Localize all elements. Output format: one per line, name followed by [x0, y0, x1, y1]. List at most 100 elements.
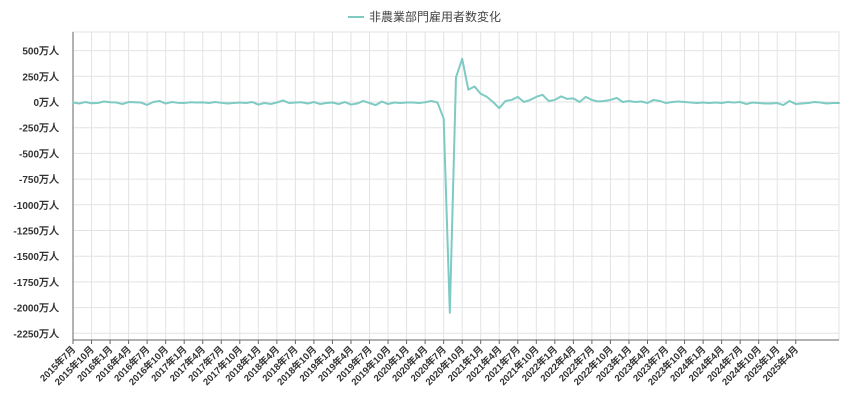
data-point[interactable] — [645, 101, 649, 105]
data-point[interactable] — [213, 100, 217, 104]
data-point[interactable] — [268, 102, 272, 106]
data-point[interactable] — [596, 99, 600, 103]
data-point[interactable] — [460, 57, 464, 61]
data-point[interactable] — [775, 101, 779, 105]
data-point[interactable] — [126, 100, 130, 104]
data-point[interactable] — [769, 101, 773, 105]
data-point[interactable] — [77, 101, 81, 105]
data-point[interactable] — [794, 102, 798, 106]
data-point[interactable] — [163, 101, 167, 105]
data-point[interactable] — [503, 99, 507, 103]
data-point[interactable] — [571, 96, 575, 100]
data-point[interactable] — [367, 101, 371, 105]
data-point[interactable] — [614, 96, 618, 100]
data-point[interactable] — [485, 95, 489, 99]
data-point[interactable] — [509, 98, 513, 102]
data-point[interactable] — [664, 101, 668, 105]
data-point[interactable] — [621, 100, 625, 104]
data-point[interactable] — [244, 101, 248, 105]
data-point[interactable] — [318, 102, 322, 106]
data-point[interactable] — [676, 99, 680, 103]
data-point[interactable] — [497, 106, 501, 110]
data-point[interactable] — [719, 101, 723, 105]
data-point[interactable] — [695, 101, 699, 105]
data-point[interactable] — [102, 99, 106, 103]
data-point[interactable] — [417, 101, 421, 105]
data-point[interactable] — [429, 99, 433, 103]
data-point[interactable] — [157, 99, 161, 103]
data-point[interactable] — [151, 100, 155, 104]
data-point[interactable] — [651, 98, 655, 102]
data-point[interactable] — [756, 101, 760, 105]
data-point[interactable] — [201, 100, 205, 104]
data-point[interactable] — [392, 100, 396, 104]
data-point[interactable] — [689, 100, 693, 104]
data-point[interactable] — [824, 101, 828, 105]
data-point[interactable] — [275, 100, 279, 104]
data-point[interactable] — [398, 101, 402, 105]
data-point[interactable] — [670, 100, 674, 104]
data-point[interactable] — [312, 100, 316, 104]
data-point[interactable] — [441, 116, 445, 120]
data-point[interactable] — [262, 101, 266, 105]
data-point[interactable] — [540, 93, 544, 97]
data-point[interactable] — [726, 100, 730, 104]
data-point[interactable] — [361, 99, 365, 103]
legend[interactable]: 非農業部門雇用者数変化 — [348, 9, 501, 24]
series-line-nonfarm-payrolls[interactable] — [72, 57, 840, 314]
data-point[interactable] — [219, 101, 223, 105]
data-point[interactable] — [349, 102, 353, 106]
data-point[interactable] — [336, 102, 340, 106]
data-point[interactable] — [188, 100, 192, 104]
data-point[interactable] — [732, 100, 736, 104]
data-point[interactable] — [373, 103, 377, 107]
data-point[interactable] — [608, 98, 612, 102]
data-point[interactable] — [713, 100, 717, 104]
data-point[interactable] — [658, 99, 662, 103]
data-point[interactable] — [194, 100, 198, 104]
data-point[interactable] — [466, 87, 470, 91]
data-point[interactable] — [71, 100, 75, 104]
data-point[interactable] — [781, 103, 785, 107]
data-point[interactable] — [324, 101, 328, 105]
data-point[interactable] — [182, 101, 186, 105]
data-point[interactable] — [330, 100, 334, 104]
data-point[interactable] — [639, 99, 643, 103]
data-point[interactable] — [787, 99, 791, 103]
data-point[interactable] — [231, 101, 235, 105]
data-point[interactable] — [355, 101, 359, 105]
data-point[interactable] — [423, 100, 427, 104]
data-point[interactable] — [472, 84, 476, 88]
data-point[interactable] — [404, 100, 408, 104]
data-point[interactable] — [454, 75, 458, 79]
data-point[interactable] — [707, 101, 711, 105]
data-point[interactable] — [256, 102, 260, 106]
data-point[interactable] — [831, 101, 835, 105]
data-point[interactable] — [281, 98, 285, 102]
data-point[interactable] — [818, 100, 822, 104]
data-point[interactable] — [238, 100, 242, 104]
data-point[interactable] — [602, 99, 606, 103]
data-point[interactable] — [800, 101, 804, 105]
data-point[interactable] — [701, 100, 705, 104]
data-point[interactable] — [89, 101, 93, 105]
data-point[interactable] — [343, 100, 347, 104]
data-point[interactable] — [528, 98, 532, 102]
data-point[interactable] — [812, 100, 816, 104]
data-point[interactable] — [306, 101, 310, 105]
data-point[interactable] — [108, 100, 112, 104]
data-point[interactable] — [682, 100, 686, 104]
data-point[interactable] — [738, 100, 742, 104]
data-point[interactable] — [380, 99, 384, 103]
data-point[interactable] — [145, 103, 149, 107]
data-point[interactable] — [559, 94, 563, 98]
data-point[interactable] — [577, 100, 581, 104]
data-point[interactable] — [534, 95, 538, 99]
data-point[interactable] — [837, 101, 841, 105]
data-point[interactable] — [584, 95, 588, 99]
data-point[interactable] — [516, 95, 520, 99]
data-point[interactable] — [386, 102, 390, 106]
data-point[interactable] — [139, 100, 143, 104]
data-point[interactable] — [114, 100, 118, 104]
data-point[interactable] — [744, 102, 748, 106]
